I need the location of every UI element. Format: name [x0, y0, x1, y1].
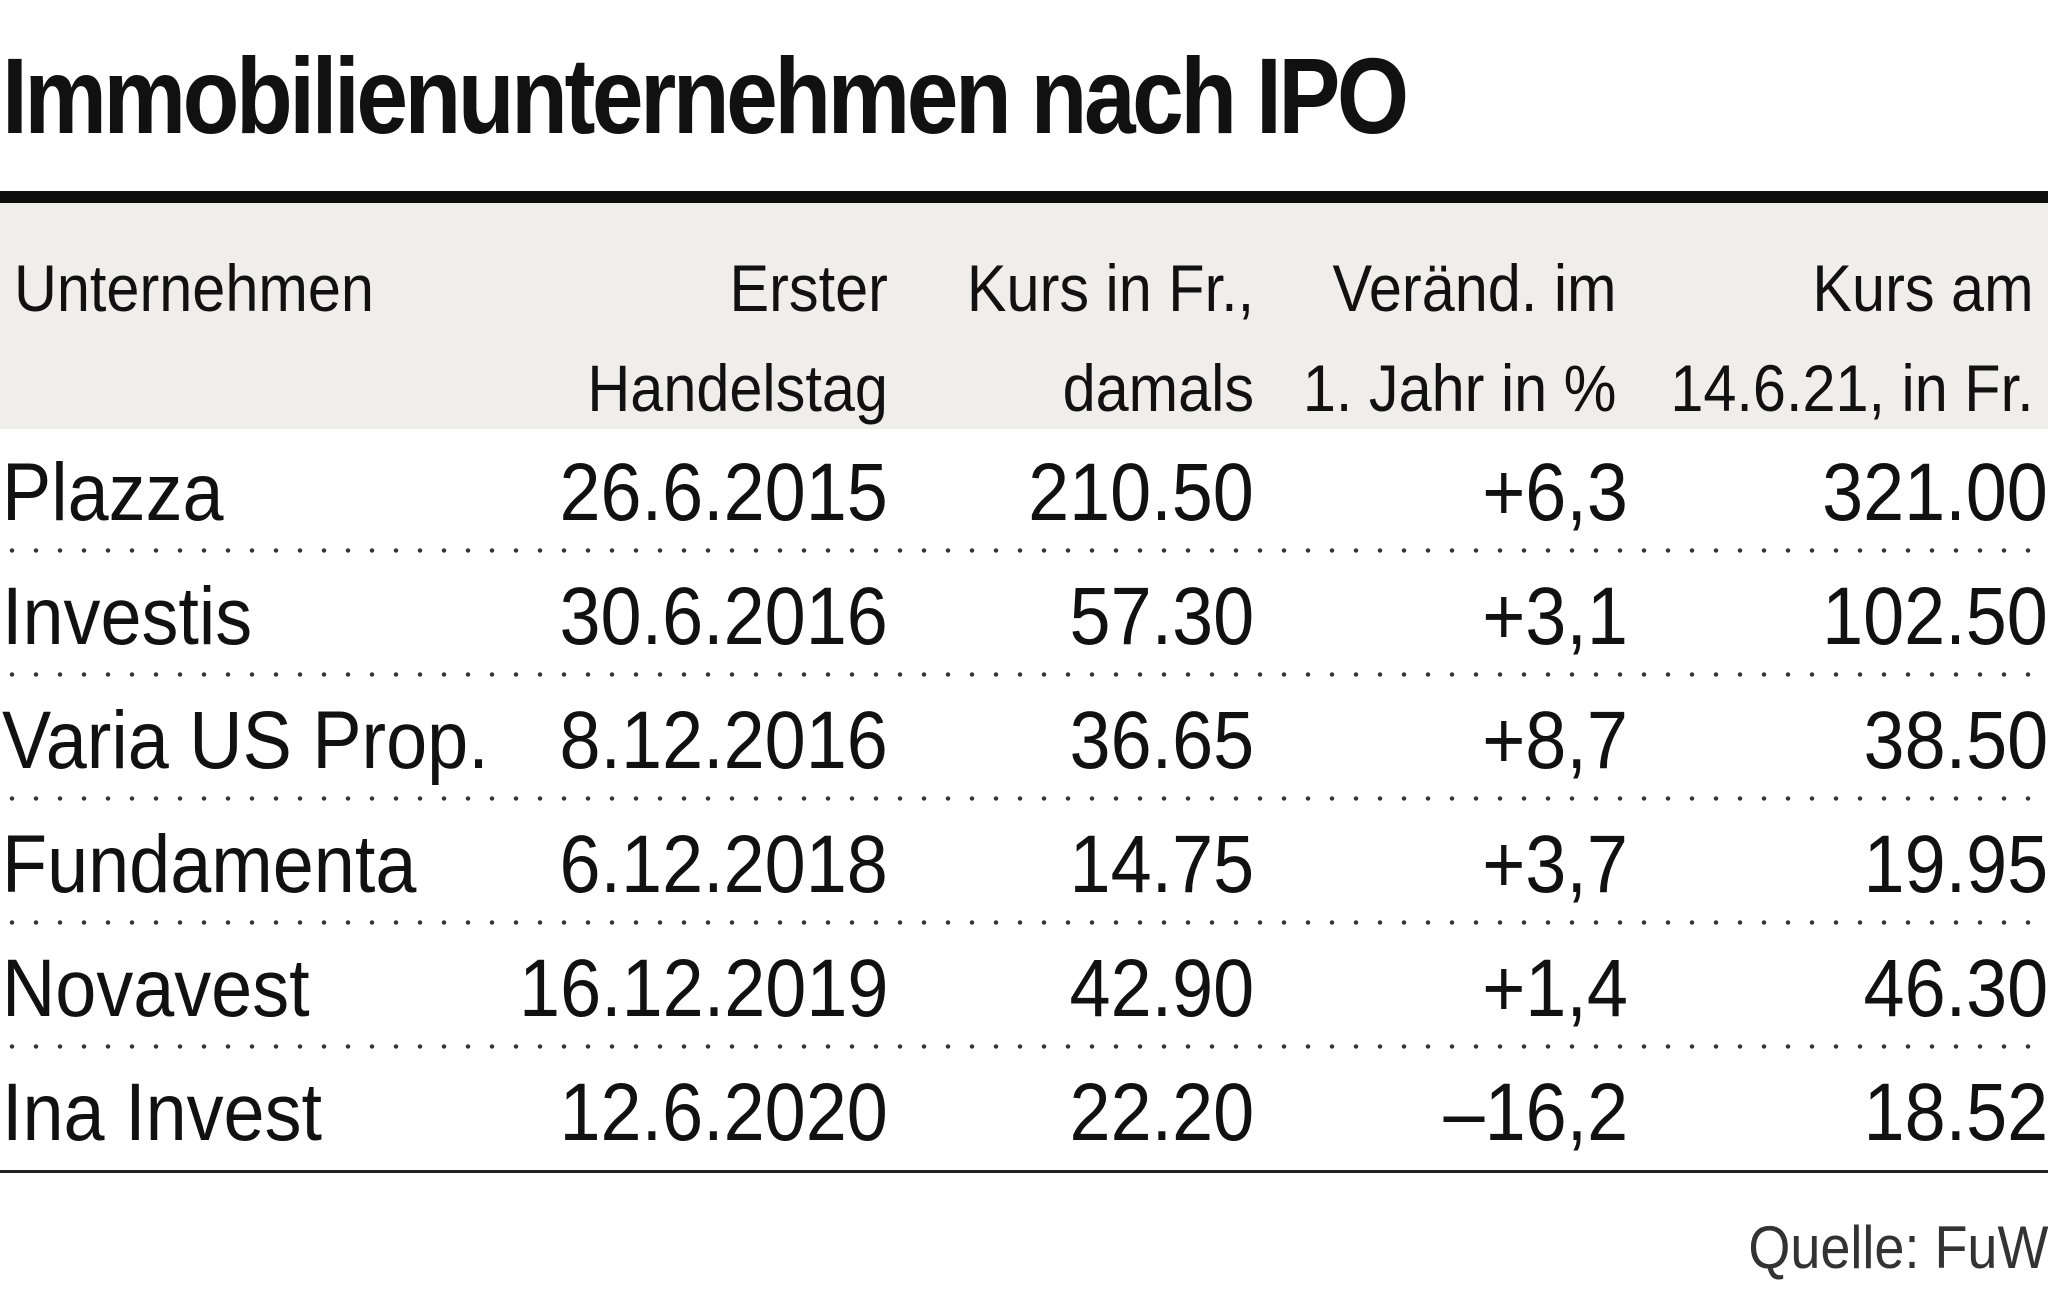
cell-price-now: 18.52: [1863, 1067, 2048, 1158]
cell-company: Varia US Prop.: [2, 695, 489, 786]
row-divider: [0, 1044, 2048, 1049]
cell-change: –16,2: [1443, 1067, 1628, 1158]
table-row: Varia US Prop. 8.12.2016 36.65 +8,7 38.5…: [0, 677, 2048, 801]
cell-price-now: 38.50: [1863, 695, 2048, 786]
header-band: [0, 203, 2048, 429]
cell-price-now: 19.95: [1863, 819, 2048, 910]
row-divider: [0, 796, 2048, 801]
cell-price-now: 102.50: [1822, 571, 2048, 662]
cell-company: Plazza: [2, 447, 224, 538]
cell-first-day: 26.6.2015: [559, 447, 888, 538]
table-row: Plazza 26.6.2015 210.50 +6,3 321.00: [0, 429, 2048, 553]
cell-company: Novavest: [2, 943, 310, 1034]
cell-change: +8,7: [1482, 695, 1628, 786]
bottom-rule: [0, 1170, 2048, 1173]
cell-first-day: 12.6.2020: [559, 1067, 888, 1158]
cell-first-day: 6.12.2018: [559, 819, 888, 910]
col-header-company: Unternehmen: [14, 251, 374, 325]
top-rule: [0, 191, 2048, 203]
col-header-price-then: Kurs in Fr., damals: [966, 251, 1254, 425]
cell-change: +3,7: [1482, 819, 1628, 910]
cell-company: Ina Invest: [2, 1067, 322, 1158]
chart-title: Immobilienunternehmen nach IPO: [2, 35, 1409, 156]
cell-change: +6,3: [1482, 447, 1628, 538]
cell-first-day: 30.6.2016: [559, 571, 888, 662]
table-row: Investis 30.6.2016 57.30 +3,1 102.50: [0, 553, 2048, 677]
table-row: Novavest 16.12.2019 42.90 +1,4 46.30: [0, 925, 2048, 1049]
cell-price-then: 14.75: [1069, 819, 1254, 910]
cell-price-then: 22.20: [1069, 1067, 1254, 1158]
cell-price-then: 57.30: [1069, 571, 1254, 662]
source-note: Quelle: FuW: [1747, 1214, 2048, 1281]
table-row: Fundamenta 6.12.2018 14.75 +3,7 19.95: [0, 801, 2048, 925]
row-divider: [0, 672, 2048, 677]
cell-price-then: 210.50: [1028, 447, 1254, 538]
cell-price-now: 46.30: [1863, 943, 2048, 1034]
cell-change: +3,1: [1482, 571, 1628, 662]
cell-company: Investis: [2, 571, 253, 662]
cell-price-now: 321.00: [1822, 447, 2048, 538]
cell-first-day: 16.12.2019: [518, 943, 888, 1034]
row-divider: [0, 548, 2048, 553]
cell-company: Fundamenta: [2, 819, 417, 910]
row-divider: [0, 920, 2048, 925]
col-header-first-day: Erster Handelstag: [587, 251, 888, 425]
cell-change: +1,4: [1482, 943, 1628, 1034]
table-row: Ina Invest 12.6.2020 22.20 –16,2 18.52: [0, 1049, 2048, 1173]
col-header-change: Veränd. im 1. Jahr in %: [1302, 251, 1616, 425]
cell-price-then: 42.90: [1069, 943, 1254, 1034]
cell-price-then: 36.65: [1069, 695, 1254, 786]
cell-first-day: 8.12.2016: [559, 695, 888, 786]
col-header-price-now: Kurs am 14.6.21, in Fr.: [1670, 251, 2034, 425]
